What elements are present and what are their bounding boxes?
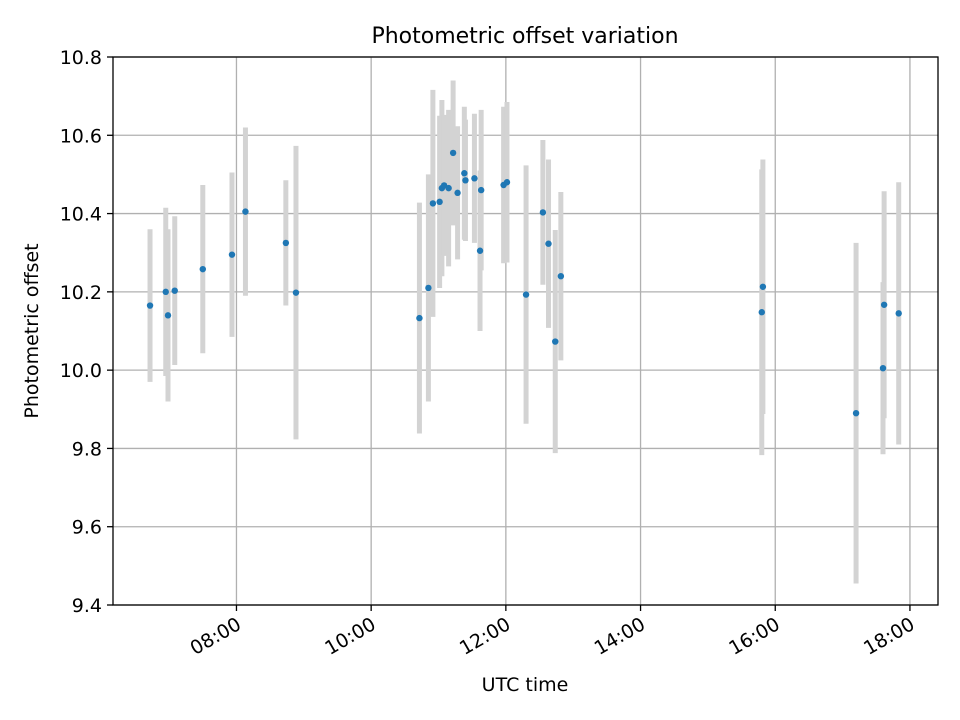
data-point [416, 314, 423, 322]
data-point [503, 179, 511, 186]
data-point [425, 284, 432, 292]
data-point [199, 265, 206, 273]
data-point [162, 288, 169, 296]
x-tick-label: 10:00 [321, 613, 379, 659]
data-point [758, 309, 765, 316]
data-point [545, 240, 552, 247]
y-tick-label: 10.0 [60, 360, 102, 382]
y-tick-label: 10.2 [60, 282, 102, 304]
y-tick-label: 9.6 [72, 517, 102, 539]
data-point [242, 208, 249, 215]
data-point [477, 186, 485, 194]
data-point [539, 209, 547, 216]
data-point [171, 287, 178, 294]
x-tick-label: 14:00 [591, 613, 649, 659]
data-point [552, 338, 559, 345]
data-point [880, 301, 888, 308]
chart-title: Photometric offset variation [371, 24, 678, 49]
data-point [454, 189, 461, 197]
x-tick-label: 16:00 [725, 613, 783, 659]
data-point [461, 170, 468, 177]
data-point [292, 289, 300, 296]
y-axis: 9.4 9.6 9.8 10.0 10.2 10.4 10.6 10.8 [60, 47, 113, 617]
data-point [476, 247, 484, 254]
data-point [228, 251, 236, 258]
data-point [436, 198, 443, 206]
data-point [852, 410, 860, 417]
data-point [895, 310, 902, 317]
y-axis-label: Photometric offset [21, 243, 43, 418]
y-tick-label: 10.4 [60, 204, 102, 226]
data-point [445, 184, 452, 192]
y-tick-label: 9.8 [72, 438, 102, 460]
y-tick-label: 10.8 [60, 47, 102, 69]
data-point [462, 177, 469, 184]
x-tick-label: 18:00 [860, 613, 918, 659]
error-bars [147, 80, 902, 584]
x-tick-label: 08:00 [187, 613, 245, 659]
data-point [759, 283, 767, 290]
data-point [282, 239, 290, 247]
plot-area-frame [112, 56, 939, 606]
data-point [522, 291, 530, 298]
data-point [164, 312, 172, 319]
data-point [449, 149, 457, 157]
data-points [146, 149, 902, 417]
y-tick-label: 9.4 [72, 595, 102, 617]
y-tick-label: 10.6 [60, 125, 102, 147]
x-axis: 08:00 10:00 12:00 14:00 16:00 18:00 [187, 605, 918, 660]
x-axis-label: UTC time [482, 674, 569, 696]
data-point [557, 273, 565, 280]
data-point [146, 302, 154, 309]
data-point [471, 175, 478, 182]
x-tick-label: 12:00 [456, 613, 514, 659]
data-point [879, 364, 887, 372]
data-point [429, 200, 437, 207]
